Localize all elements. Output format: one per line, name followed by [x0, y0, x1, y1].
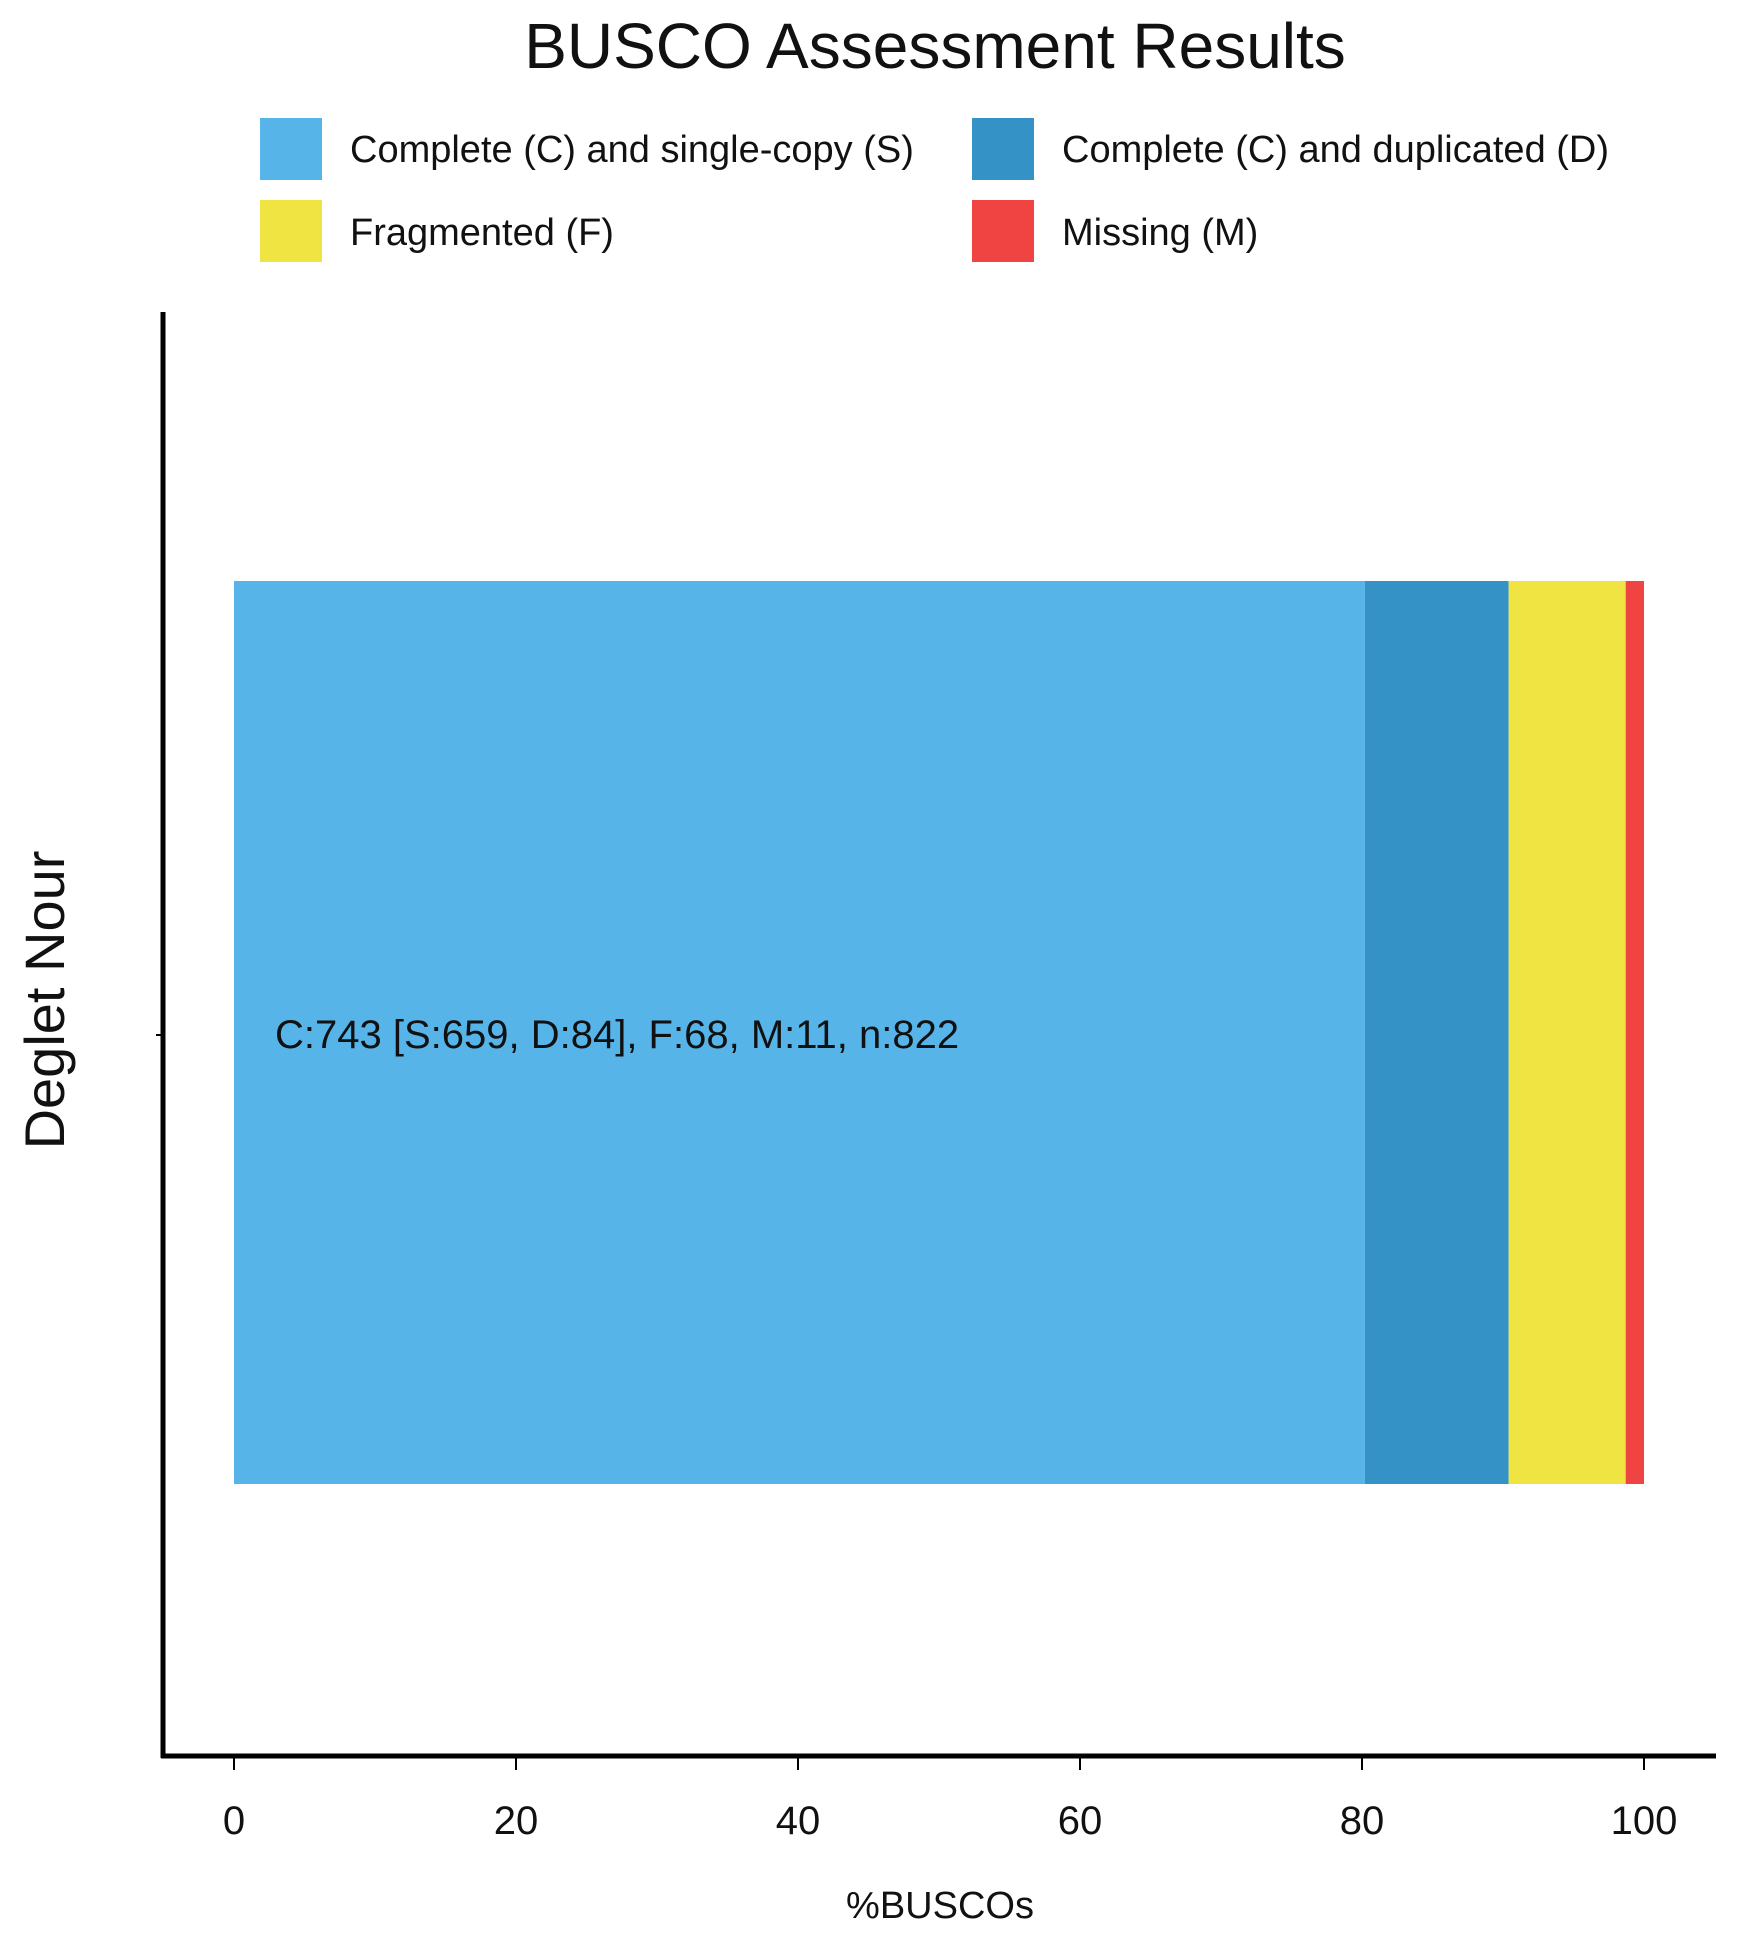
x-axis-label: %BUSCOs [846, 1885, 1034, 1927]
bar-segment-single-copy [234, 581, 1365, 1484]
legend-label-single-copy: Complete (C) and single-copy (S) [350, 129, 914, 171]
legend-swatch-missing [972, 200, 1034, 262]
bar-segment-missing [1625, 581, 1644, 1484]
x-tick-label-100: 100 [1611, 1799, 1678, 1843]
legend: Complete (C) and single-copy (S) Complet… [260, 118, 1609, 262]
bar-segment-fragmented [1508, 581, 1626, 1484]
x-axis-tick-labels: 0 20 40 60 80 100 [223, 1799, 1678, 1843]
x-tick-label-0: 0 [223, 1799, 245, 1843]
legend-label-fragmented: Fragmented (F) [350, 212, 614, 254]
x-tick-label-20: 20 [494, 1799, 539, 1843]
bar-segment-duplicated [1364, 581, 1509, 1484]
legend-label-duplicated: Complete (C) and duplicated (D) [1062, 129, 1609, 171]
legend-label-missing: Missing (M) [1062, 212, 1258, 254]
y-axis-label: Deglet Nour [13, 851, 76, 1150]
legend-swatch-duplicated [972, 118, 1034, 180]
x-tick-label-80: 80 [1340, 1799, 1385, 1843]
bar-annotation: C:743 [S:659, D:84], F:68, M:11, n:822 [275, 1013, 959, 1057]
x-tick-label-60: 60 [1058, 1799, 1103, 1843]
legend-swatch-single-copy [260, 118, 322, 180]
stacked-bar [234, 581, 1644, 1484]
chart-title: BUSCO Assessment Results [524, 10, 1346, 82]
x-axis-ticks [233, 1756, 1645, 1770]
legend-swatch-fragmented [260, 200, 322, 262]
x-tick-label-40: 40 [776, 1799, 821, 1843]
